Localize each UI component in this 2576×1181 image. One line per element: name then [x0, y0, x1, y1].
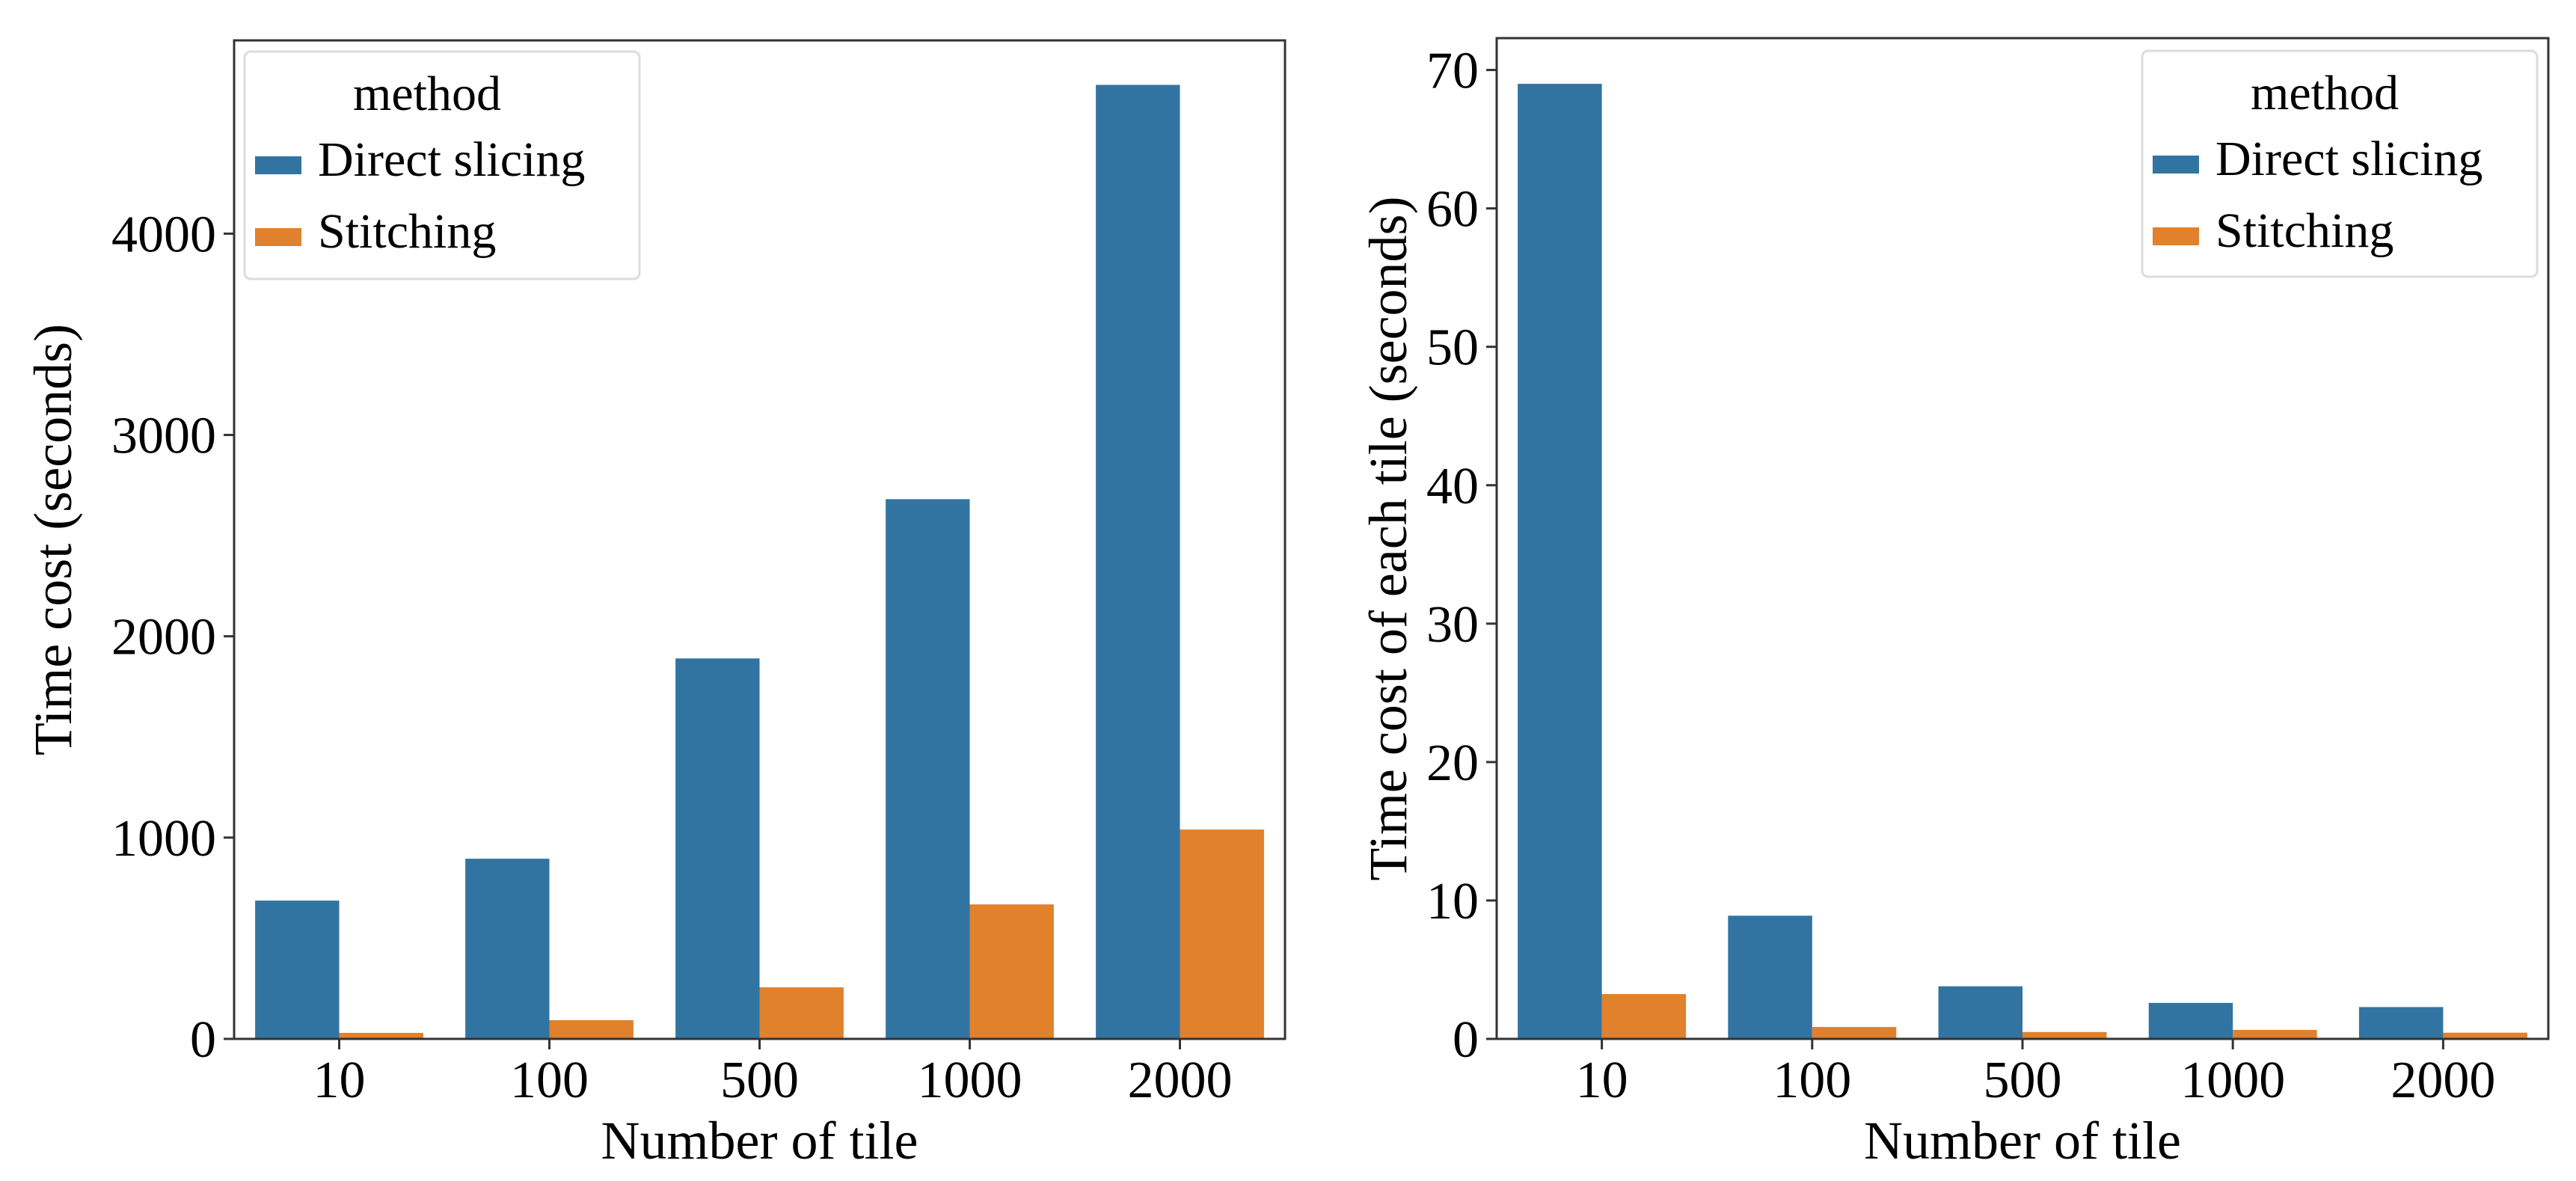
bar-stitching-10 — [339, 1032, 423, 1039]
y-tick-label: 0 — [1453, 1011, 1479, 1069]
y-tick-label: 0 — [190, 1011, 216, 1069]
bar-direct-slicing-2000 — [2358, 1007, 2444, 1039]
bar-direct-slicing-10 — [255, 901, 340, 1039]
legend-title: method — [2251, 66, 2399, 120]
y-tick-label: 10 — [1426, 873, 1479, 930]
bar-stitching-2000 — [1180, 829, 1264, 1039]
bar-stitching-1000 — [2233, 1029, 2317, 1039]
x-axis-title: Number of tile — [1864, 1111, 2181, 1171]
y-tick-label: 40 — [1426, 458, 1479, 515]
y-tick-label: 3000 — [111, 408, 216, 465]
bar-direct-slicing-1000 — [886, 499, 970, 1039]
y-tick-label: 2000 — [111, 609, 216, 666]
bar-direct-slicing-1000 — [2148, 1002, 2233, 1039]
legend-box — [2141, 49, 2539, 278]
y-tick-label: 60 — [1426, 181, 1479, 239]
x-tick-label: 2000 — [2391, 1052, 2495, 1109]
y-tick-label: 1000 — [111, 810, 216, 868]
x-tick-label: 500 — [1984, 1052, 2062, 1109]
bar-direct-slicing-100 — [465, 859, 550, 1039]
chart-panel-2: 0 10 20 30 40 50 60 70 10 100 500 1000 2000 Number of… — [1358, 37, 2550, 1171]
y-tick-label: 30 — [1426, 596, 1479, 654]
bar-stitching-100 — [549, 1019, 634, 1039]
x-tick-label: 500 — [720, 1052, 799, 1109]
y-tick-label: 4000 — [111, 206, 216, 263]
legend-swatch-direct-slicing — [255, 156, 301, 174]
bar-stitching-500 — [2023, 1031, 2107, 1039]
bar-stitching-10 — [1601, 994, 1687, 1039]
legend-label: Direct slicing — [2215, 132, 2483, 186]
bar-direct-slicing-500 — [1938, 986, 2023, 1039]
y-tick-label: 20 — [1426, 734, 1479, 792]
y-tick-label: 70 — [1426, 43, 1479, 100]
legend-label: Direct slicing — [318, 132, 585, 187]
bar-stitching-2000 — [2443, 1032, 2527, 1039]
bar-direct-slicing-100 — [1728, 915, 1812, 1039]
bar-stitching-100 — [1812, 1027, 1897, 1039]
legend-label: Stitching — [318, 204, 496, 259]
x-tick-label: 10 — [313, 1052, 366, 1109]
x-tick-label: 10 — [1576, 1052, 1628, 1109]
legend-swatch-direct-slicing — [2153, 156, 2199, 174]
bar-direct-slicing-10 — [1518, 84, 1602, 1039]
legend-box — [243, 50, 641, 280]
x-tick-label: 100 — [510, 1052, 589, 1109]
y-axis-title: Time cost of each tile (seconds) — [1358, 196, 1418, 880]
legend: method Direct slicing Stitching — [243, 50, 641, 280]
x-axis-title: Number of tile — [601, 1111, 919, 1171]
legend: method Direct slicing Stitching — [2141, 49, 2539, 278]
y-tick-label: 50 — [1426, 319, 1479, 377]
x-tick-label: 1000 — [2180, 1052, 2285, 1109]
x-tick-label: 1000 — [918, 1052, 1022, 1109]
legend-title: method — [353, 67, 501, 121]
y-axis-title: Time cost (seconds) — [23, 324, 83, 755]
legend-swatch-stitching — [2153, 227, 2199, 245]
bar-stitching-1000 — [969, 904, 1054, 1039]
chart-panel-1: 0 1000 2000 3000 4000 10 100 500 1000 2000 Number … — [23, 39, 1287, 1171]
bar-stitching-500 — [759, 987, 844, 1039]
bar-direct-slicing-2000 — [1096, 85, 1180, 1039]
legend-swatch-stitching — [255, 228, 301, 246]
bar-direct-slicing-500 — [675, 658, 760, 1039]
legend-label: Stitching — [2215, 203, 2393, 258]
x-tick-label: 100 — [1773, 1052, 1851, 1109]
x-tick-label: 2000 — [1128, 1052, 1233, 1109]
